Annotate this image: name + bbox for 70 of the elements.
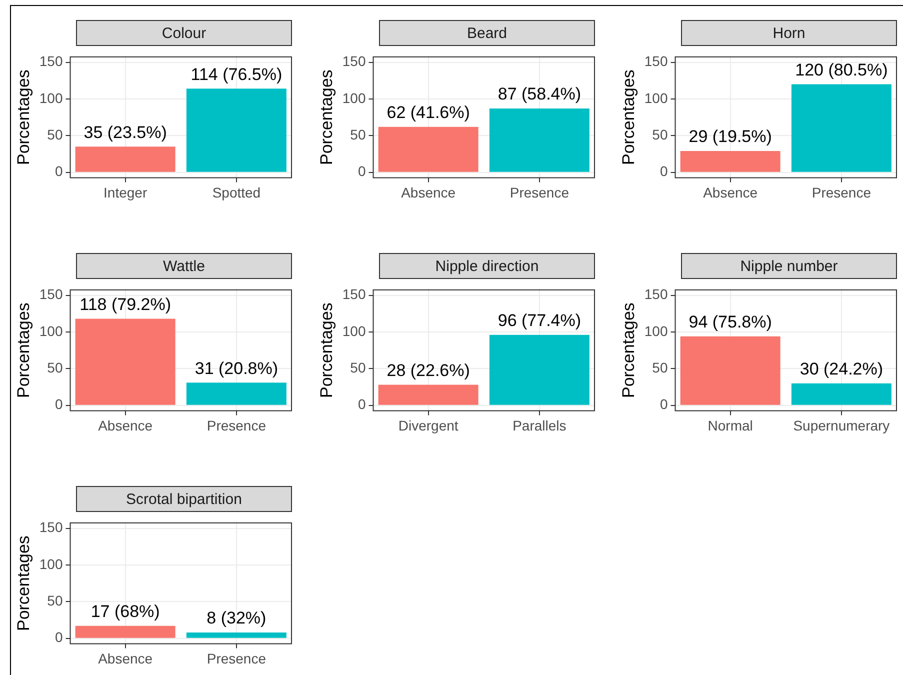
data-label: 96 (77.4%) <box>498 311 582 330</box>
data-label: 120 (80.5%) <box>795 60 888 80</box>
y-tick-label: 0 <box>660 396 668 412</box>
y-tick-label: 50 <box>652 126 668 143</box>
y-tick-label: 50 <box>350 126 366 143</box>
y-tick-label: 0 <box>358 396 366 412</box>
y-axis-title: Porcentages <box>14 70 33 166</box>
data-label: 118 (79.2%) <box>80 294 171 314</box>
y-tick-label: 100 <box>39 556 63 572</box>
chart-title: Scrotal bipartition <box>76 486 292 512</box>
y-tick-label: 100 <box>342 322 366 339</box>
data-label: 31 (20.8%) <box>194 358 278 378</box>
y-tick-label: 0 <box>660 163 668 180</box>
y-tick-label: 150 <box>39 286 63 302</box>
x-tick-label: Supernumerary <box>793 417 890 434</box>
y-tick-label: 100 <box>342 90 366 106</box>
chart-title: Horn <box>681 20 897 46</box>
data-label: 94 (75.8%) <box>688 312 772 332</box>
y-axis-title: Porcentages <box>618 302 638 398</box>
y-tick-label: 50 <box>47 592 63 609</box>
x-tick-label: Absence <box>98 417 153 434</box>
x-tick-label: Presence <box>206 417 266 434</box>
y-tick-label: 150 <box>644 53 668 70</box>
data-label: 35 (23.5%) <box>84 122 167 142</box>
chart-title: Beard <box>379 20 595 46</box>
data-label: 87 (58.4%) <box>498 84 582 104</box>
x-tick-label: Normal <box>708 417 753 434</box>
x-tick-label: Absence <box>401 184 456 200</box>
data-label: 28 (22.6%) <box>386 360 470 380</box>
y-tick-label: 150 <box>644 286 668 302</box>
y-axis-title: Porcentages <box>618 70 638 166</box>
y-tick-label: 0 <box>54 163 63 180</box>
y-axis-title: Porcentages <box>316 70 336 166</box>
data-label: 29 (19.5%) <box>688 127 772 146</box>
x-tick-label: Absence <box>98 650 153 666</box>
y-tick-label: 0 <box>54 629 63 646</box>
y-tick-label: 100 <box>644 90 668 106</box>
chart-title: Colour <box>76 20 292 46</box>
y-tick-label: 0 <box>358 163 366 180</box>
y-tick-label: 100 <box>644 322 668 339</box>
y-tick-label: 50 <box>47 360 63 376</box>
x-tick-label: Divergent <box>398 417 458 434</box>
y-tick-label: 50 <box>652 360 668 376</box>
y-tick-label: 50 <box>350 360 366 376</box>
x-tick-label: Presence <box>812 184 872 200</box>
y-tick-label: 150 <box>342 286 366 302</box>
chart-title: Nipple number <box>681 253 897 279</box>
data-label: 114 (76.5%) <box>190 64 282 84</box>
data-label: 30 (24.2%) <box>800 360 884 379</box>
y-tick-label: 50 <box>47 126 63 143</box>
y-tick-label: 0 <box>54 396 63 412</box>
x-tick-label: Absence <box>703 184 758 200</box>
y-tick-label: 150 <box>39 53 63 70</box>
x-tick-label: Parallels <box>512 417 566 434</box>
y-tick-label: 150 <box>39 519 63 536</box>
x-tick-label: Spotted <box>212 184 261 200</box>
data-label: 8 (32%) <box>206 608 266 628</box>
x-tick-label: Integer <box>104 184 148 200</box>
y-tick-label: 150 <box>342 53 366 70</box>
chart-title: Nipple direction <box>379 253 595 279</box>
y-tick-label: 100 <box>39 322 63 339</box>
y-axis-title: Porcentages <box>14 536 33 632</box>
x-tick-label: Presence <box>510 184 570 200</box>
data-label: 17 (68%) <box>90 602 160 622</box>
y-tick-label: 100 <box>39 90 63 106</box>
x-tick-label: Presence <box>206 650 266 666</box>
chart-title: Wattle <box>76 253 292 279</box>
y-axis-title: Porcentages <box>316 302 336 398</box>
data-label: 62 (41.6%) <box>386 103 470 122</box>
y-axis-title: Porcentages <box>14 302 33 398</box>
